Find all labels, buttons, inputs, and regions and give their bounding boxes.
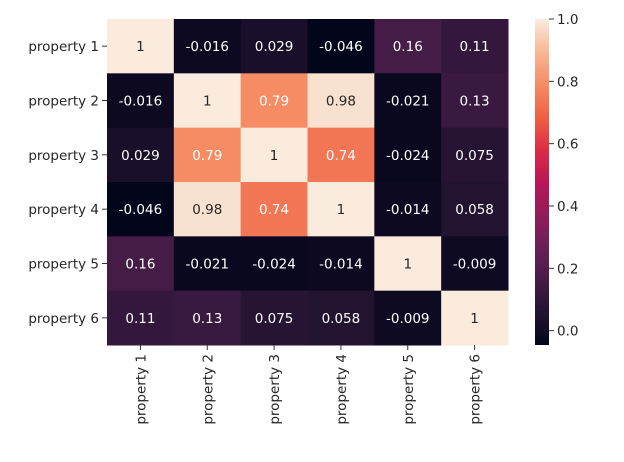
cell-annotation: 0.79 [192, 148, 222, 164]
cell-annotation: 1 [136, 39, 145, 55]
cell-annotation: -0.046 [119, 202, 163, 218]
cell-annotation: 0.075 [455, 148, 494, 164]
cell-annotation: 0.16 [125, 257, 155, 273]
cell-annotation: -0.016 [185, 39, 229, 55]
cell-annotation: 0.11 [125, 311, 155, 327]
cell-annotation: 0.058 [455, 202, 494, 218]
heatmap-cell [107, 236, 175, 292]
heatmap-cell [441, 73, 509, 129]
cell-annotation: -0.014 [319, 257, 363, 273]
cell-annotation: 0.98 [326, 94, 356, 110]
heatmap-cell [441, 236, 509, 292]
colorbar-tick-label: 0.4 [557, 199, 578, 215]
cell-annotation: 0.98 [192, 202, 222, 218]
cell-annotation: 1 [270, 148, 279, 164]
heatmap-cell [107, 19, 175, 74]
cell-annotation: 0.058 [322, 311, 361, 327]
heatmap-cell [240, 182, 308, 237]
y-tick-label: property 6 [28, 311, 99, 327]
heatmap-cell [307, 73, 375, 129]
cell-annotation: -0.016 [119, 94, 163, 110]
cell-annotation: -0.024 [252, 257, 296, 273]
heatmap-cell [240, 19, 308, 74]
heatmap-cell [307, 236, 375, 292]
heatmap-cell [173, 73, 242, 129]
heatmap-cell [441, 19, 509, 74]
heatmap-cell [374, 236, 442, 292]
colorbar-tick-label: 0.0 [557, 324, 578, 340]
x-tick-label: property 3 [267, 354, 283, 425]
y-tick-label: property 3 [28, 148, 99, 164]
y-tick-label: property 1 [28, 39, 99, 55]
colorbar-tick-label: 1.0 [557, 12, 578, 28]
colorbar-tick-label: 0.8 [557, 74, 578, 90]
cell-annotation: 0.11 [460, 39, 490, 55]
heatmap-cell [374, 19, 442, 74]
colorbar: 0.0 0.2 0.4 0.6 0.8 1.0 [535, 12, 578, 345]
heatmap-cell [107, 290, 175, 346]
heatmap-cell [441, 182, 509, 237]
heatmap-cell [374, 73, 442, 129]
heatmap-cell [107, 73, 175, 129]
cell-annotation: -0.014 [386, 202, 430, 218]
cell-annotation: -0.009 [386, 311, 430, 327]
heatmap-cell [240, 236, 308, 292]
cell-annotation: -0.046 [319, 39, 363, 55]
cell-annotation: 0.13 [460, 94, 490, 110]
heatmap-cell [173, 19, 242, 74]
heatmap-cell [107, 182, 175, 237]
x-axis: property 1 property 2 property 3 property 4… [133, 345, 484, 425]
y-axis: property 1 property 2 property 3 property 4… [28, 39, 107, 327]
x-tick-label: property 1 [133, 354, 149, 425]
cell-annotation: 0.13 [192, 311, 222, 327]
cell-annotations: 1 -0.016 0.029 -0.046 0.16 0.11 -0.016 1 0.79 0.9… [119, 39, 497, 327]
heatmap-cell [240, 73, 308, 129]
cell-annotation: 0.075 [255, 311, 294, 327]
cell-annotation: 1 [203, 94, 212, 110]
cell-annotation: 1 [403, 257, 412, 273]
cell-annotation: -0.021 [185, 257, 229, 273]
heatmap-cell [240, 127, 308, 183]
heatmap-cell [307, 182, 375, 237]
heatmap-cell [173, 236, 242, 292]
heatmap-cell [307, 19, 375, 74]
cell-annotation: 0.74 [326, 148, 356, 164]
heatmap-cell [441, 127, 509, 183]
cell-annotation: 1 [470, 311, 479, 327]
cell-annotation: 1 [337, 202, 346, 218]
colorbar-tick-label: 0.2 [557, 261, 578, 277]
cell-annotation: 0.74 [259, 202, 289, 218]
heatmap-cell [107, 127, 175, 183]
y-tick-label: property 2 [28, 94, 99, 110]
x-tick-label: property 5 [401, 354, 417, 425]
cell-annotation: -0.024 [386, 148, 430, 164]
x-tick-label: property 4 [334, 354, 350, 425]
cell-annotation: 0.79 [259, 94, 289, 110]
cell-annotation: 0.029 [255, 39, 294, 55]
cell-annotation: -0.021 [386, 94, 430, 110]
cell-annotation: 0.16 [393, 39, 423, 55]
y-tick-label: property 5 [28, 257, 99, 273]
heatmap-cells [107, 19, 509, 346]
colorbar-gradient [535, 19, 549, 345]
heatmap-cell [240, 290, 308, 346]
colorbar-tick-label: 0.6 [557, 137, 578, 153]
heatmap-cell [374, 182, 442, 237]
x-tick-label: property 6 [468, 354, 484, 425]
heatmap-cell [173, 127, 242, 183]
heatmap-cell [374, 127, 442, 183]
heatmap-cell [374, 290, 442, 346]
cell-annotation: 0.029 [121, 148, 160, 164]
y-tick-label: property 4 [28, 202, 99, 218]
heatmap-cell [441, 290, 509, 346]
heatmap-cell [307, 290, 375, 346]
heatmap-cell [173, 290, 242, 346]
heatmap-cell [307, 127, 375, 183]
cell-annotation: -0.009 [453, 257, 497, 273]
x-tick-label: property 2 [200, 354, 216, 425]
heatmap-cell [173, 182, 242, 237]
